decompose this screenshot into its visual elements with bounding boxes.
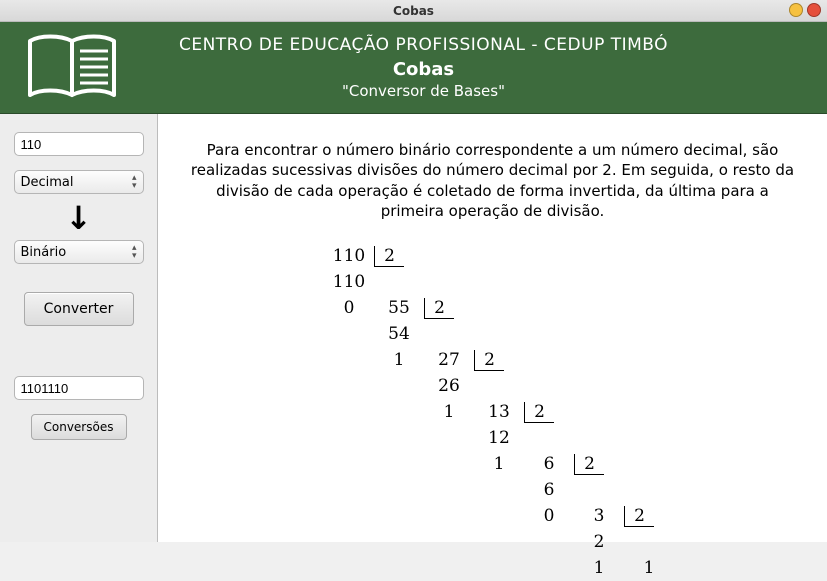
main-panel: Para encontrar o número binário correspo…	[158, 114, 827, 542]
division-cell: 55	[374, 295, 424, 321]
division-cell: 2	[574, 529, 624, 555]
window-controls	[789, 3, 821, 17]
division-cell: 26	[424, 373, 474, 399]
division-cell: 1	[624, 555, 674, 581]
divisor-cell: 2	[374, 246, 404, 267]
select-caret-icon: ▴▾	[132, 244, 137, 260]
to-base-label: Binário	[21, 245, 67, 260]
division-cell: 110	[324, 269, 374, 295]
divisor-cell: 2	[574, 454, 604, 475]
division-cell: 1	[474, 451, 524, 477]
divisor-cell: 2	[474, 350, 504, 371]
convert-button[interactable]: Converter	[24, 292, 134, 326]
header-line3: "Conversor de Bases"	[132, 82, 715, 100]
division-cascade: 11021100552541272261132121626032211	[324, 243, 801, 581]
header-line2: Cobas	[132, 59, 715, 80]
header-titles: CENTRO DE EDUCAÇÃO PROFISSIONAL - CEDUP …	[132, 35, 715, 100]
division-cell: 13	[474, 399, 524, 425]
division-cell: 6	[524, 477, 574, 503]
division-cell: 1	[424, 399, 474, 425]
conversions-button-label: Conversões	[44, 420, 114, 434]
window-title: Cobas	[0, 4, 827, 18]
division-cell: 27	[424, 347, 474, 373]
division-cell: 3	[574, 503, 624, 529]
divisor-cell: 2	[624, 506, 654, 527]
division-cell: 6	[524, 451, 574, 477]
content-area: Decimal ▴▾ ↓ Binário ▴▾ Converter Conver…	[0, 114, 827, 542]
explanation-text: Para encontrar o número binário correspo…	[184, 140, 801, 221]
close-icon[interactable]	[807, 3, 821, 17]
division-cell: 0	[324, 295, 374, 321]
from-base-select[interactable]: Decimal ▴▾	[14, 170, 144, 194]
divisor-cell: 2	[524, 402, 554, 423]
sidebar: Decimal ▴▾ ↓ Binário ▴▾ Converter Conver…	[0, 114, 158, 542]
to-base-select[interactable]: Binário ▴▾	[14, 240, 144, 264]
division-cell: 12	[474, 425, 524, 451]
conversions-button[interactable]: Conversões	[31, 414, 127, 440]
minimize-icon[interactable]	[789, 3, 803, 17]
division-cell: 54	[374, 321, 424, 347]
division-cell: 110	[324, 243, 374, 269]
result-field[interactable]	[14, 376, 144, 400]
input-value-field[interactable]	[14, 132, 144, 156]
division-cell: 1	[574, 555, 624, 581]
divisor-cell: 2	[424, 298, 454, 319]
header-line1: CENTRO DE EDUCAÇÃO PROFISSIONAL - CEDUP …	[132, 35, 715, 55]
division-table: 11021100552541272261132121626032211	[324, 243, 724, 581]
division-cell: 0	[524, 503, 574, 529]
division-cell: 1	[374, 347, 424, 373]
book-icon	[12, 33, 132, 103]
convert-button-label: Converter	[44, 301, 114, 317]
select-caret-icon: ▴▾	[132, 174, 137, 190]
window-titlebar: Cobas	[0, 0, 827, 22]
arrow-down-icon: ↓	[65, 202, 92, 234]
app-header: CENTRO DE EDUCAÇÃO PROFISSIONAL - CEDUP …	[0, 22, 827, 114]
from-base-label: Decimal	[21, 175, 74, 190]
